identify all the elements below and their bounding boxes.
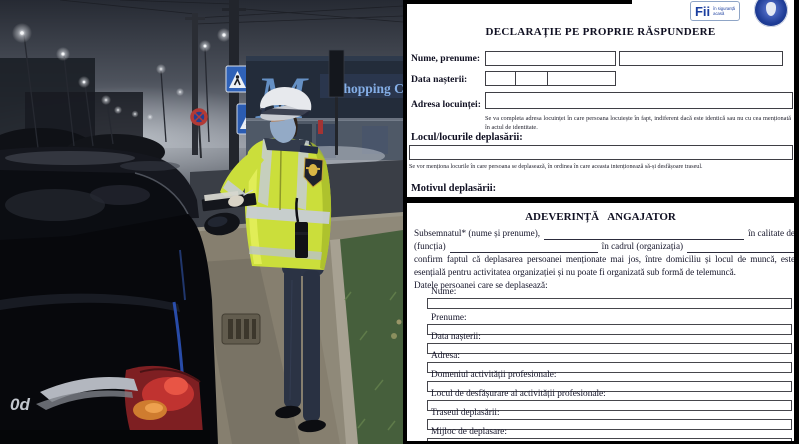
utility-pole bbox=[185, 13, 205, 155]
scan-border-artifact bbox=[407, 0, 632, 4]
pedestrian-crossing-sign bbox=[225, 65, 250, 93]
cert-field-label-prenume: Prenume: bbox=[431, 313, 467, 323]
no-stopping-sign bbox=[190, 108, 208, 159]
paragraph-line: (funcția) în cadrul (organizația) bbox=[414, 240, 794, 253]
cert-input-box-mijloc bbox=[427, 438, 792, 441]
night-street-photo: M Shopping Ci bbox=[0, 0, 403, 444]
utility-pole-2 bbox=[222, 0, 246, 198]
street-lamps bbox=[12, 23, 260, 149]
datele-persoanei-line: Datele persoanei care se deplasează: bbox=[414, 279, 548, 290]
field-label-motivul: Motivul deplasării: bbox=[411, 183, 497, 194]
declaration-title: DECLARAȚIE PE PROPRIE RĂSPUNDERE bbox=[485, 26, 716, 38]
documents-panel: Fii în siguranță acasă DECLARAȚIE PE PRO… bbox=[403, 0, 799, 444]
cert-input-box-domeniul bbox=[427, 381, 792, 392]
officer-leg bbox=[303, 270, 320, 422]
input-box-prenume bbox=[619, 51, 783, 66]
certificate-body-text: confirm faptul că deplasarea persoanei m… bbox=[414, 253, 794, 277]
police-car: 0d bbox=[0, 146, 240, 444]
white-glove bbox=[228, 195, 244, 207]
declaration-paper bbox=[204, 190, 239, 202]
seal-crest bbox=[766, 2, 776, 16]
cert-field-label-traseul: Traseul deplasării: bbox=[431, 408, 500, 418]
adresa-footnote: Se va completa adresa locuinței în care … bbox=[485, 115, 791, 132]
reflective-stripe bbox=[246, 206, 330, 224]
drain-grate bbox=[221, 313, 261, 345]
input-box-locul bbox=[409, 145, 793, 160]
para-seg3: (funcția) bbox=[414, 240, 446, 251]
power-wires bbox=[59, 0, 403, 25]
certificate-paragraph: Subsemnatul* (nume și prenume), în calit… bbox=[414, 227, 794, 292]
cert-input-box-locul-desfasurare bbox=[427, 400, 792, 411]
employer-certificate-document: ADEVERINȚĂ ANGAJATOR Subsemnatul* (nume … bbox=[407, 203, 794, 441]
shopping-city-sign: Shopping Ci bbox=[336, 81, 403, 96]
para-seg2: în calitate de bbox=[748, 228, 794, 238]
jacket-collar bbox=[264, 138, 306, 152]
cert-input-box-nume bbox=[427, 298, 792, 309]
para-seg4: în cadrul (organizația) bbox=[601, 240, 684, 251]
face-mask bbox=[269, 117, 296, 143]
one-way-sign-pole bbox=[328, 49, 345, 155]
certificate-title: ADEVERINȚĂ ANGAJATOR bbox=[525, 211, 676, 223]
fii-badge-text: Fii bbox=[694, 3, 711, 19]
field-label-data-nasterii: Data nașterii: bbox=[411, 74, 468, 85]
fill-in-blank bbox=[544, 229, 745, 240]
cert-field-label-domeniul: Domeniul activității profesionale: bbox=[431, 370, 557, 380]
grass-blades bbox=[344, 291, 397, 431]
red-storefront-light bbox=[318, 120, 323, 134]
cert-input-box-data-nasterii bbox=[427, 343, 792, 354]
date-year-cell bbox=[548, 71, 616, 86]
fii-in-siguranta-badge: Fii în siguranță acasă bbox=[689, 1, 740, 21]
date-month-cell bbox=[516, 71, 548, 86]
officer-leg bbox=[284, 268, 301, 408]
fii-badge-subtext: în siguranță acasă bbox=[713, 5, 735, 16]
car-model-badge: 0d bbox=[10, 395, 30, 414]
cert-field-label-locul-desfasurare: Locul de desfășurare al activității prof… bbox=[431, 389, 606, 399]
date-day-cell bbox=[485, 71, 516, 86]
car-taillight bbox=[124, 365, 203, 442]
fill-in-blank bbox=[449, 242, 598, 253]
cert-input-box-adresa bbox=[427, 362, 792, 373]
field-label-locul-deplasarii: Locul/locurile deplasării: bbox=[411, 132, 523, 143]
car-side-mirror bbox=[204, 212, 240, 236]
romania-government-seal bbox=[754, 0, 788, 27]
cert-field-label-data-nasterii: Data nașterii: bbox=[431, 332, 481, 342]
para-seg1: Subsemnatul* (nume și prenume), bbox=[414, 228, 541, 238]
date-of-birth-cells bbox=[485, 71, 616, 86]
police-cap bbox=[260, 86, 312, 121]
paragraph-line: Subsemnatul* (nume și prenume), în calit… bbox=[414, 227, 794, 240]
fill-in-blank bbox=[687, 242, 794, 253]
input-box-adresa bbox=[485, 92, 793, 109]
cert-field-label-nume: Nume: bbox=[431, 287, 457, 297]
police-officer bbox=[201, 86, 332, 433]
input-box-nume bbox=[485, 51, 616, 66]
field-label-adresa: Adresa locuinței: bbox=[411, 99, 481, 110]
field-label-nume-prenume: Nume, prenume: bbox=[411, 53, 481, 64]
cert-field-label-mijloc: Mijloc de deplasare: bbox=[431, 427, 507, 437]
gov-logos: Fii în siguranță acasă bbox=[689, 0, 788, 27]
photo-scene: M Shopping Ci bbox=[0, 0, 403, 444]
cert-input-box-traseul bbox=[427, 419, 792, 430]
cert-field-label-adresa: Adresa: bbox=[431, 351, 460, 361]
locul-footnote: Se vor menționa locurile în care persoan… bbox=[409, 164, 703, 170]
officer-shoe bbox=[275, 405, 301, 419]
cert-input-box-prenume bbox=[427, 324, 792, 335]
radio bbox=[295, 197, 308, 258]
grass-curb bbox=[330, 239, 358, 444]
wet-patch bbox=[200, 258, 300, 444]
police-shield-patch bbox=[303, 157, 324, 188]
declaration-document: Fii în siguranță acasă DECLARAȚIE PE PRO… bbox=[407, 0, 794, 197]
officer-shoe bbox=[298, 419, 326, 433]
